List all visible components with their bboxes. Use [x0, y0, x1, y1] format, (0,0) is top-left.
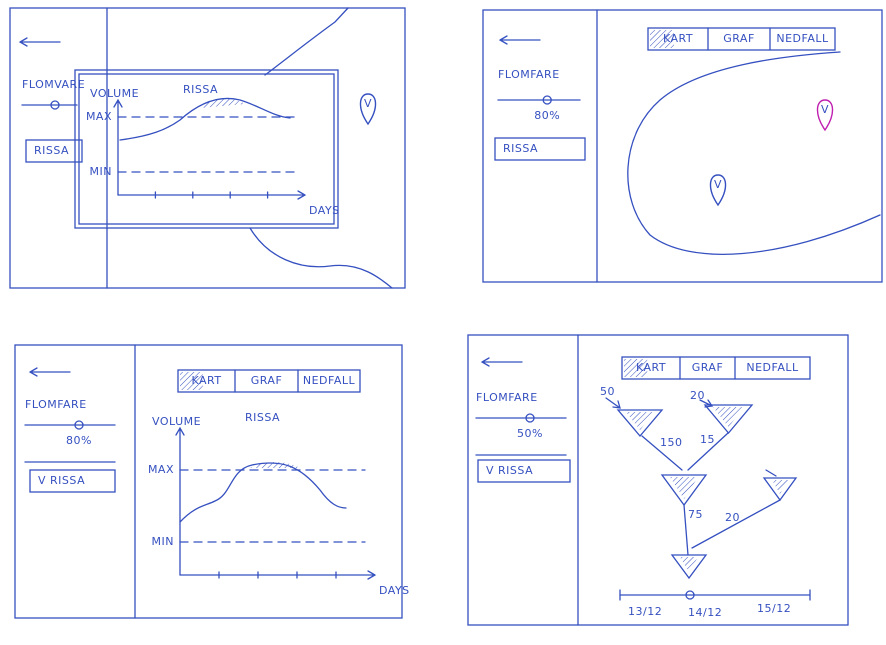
station-label: RISSA — [34, 144, 69, 157]
timeline — [619, 589, 811, 601]
y-axis-label: VOLUME — [90, 87, 139, 100]
tab-bar — [177, 369, 361, 393]
tab-label: NEDFALL — [303, 374, 356, 387]
x-axis-label: DAYS — [309, 204, 340, 217]
reservoir-fill — [772, 480, 788, 494]
x-axis — [179, 570, 377, 580]
slider-value: 50% — [517, 427, 543, 440]
date-label: 15/12 — [757, 602, 791, 615]
inflow-arrow — [765, 469, 777, 477]
reservoir-fill — [626, 412, 654, 430]
reservoir-fill — [713, 407, 744, 427]
volume-curve — [179, 462, 347, 523]
max-label: MAX — [148, 463, 174, 476]
station-button — [25, 139, 83, 163]
app-title: FLOMVARE — [22, 78, 85, 91]
reservoir-fill — [680, 557, 698, 572]
graph-popup — [74, 69, 339, 229]
tab-label: KART — [191, 374, 221, 387]
river — [641, 432, 781, 556]
timeline-thumb — [685, 590, 695, 600]
back-arrow — [18, 37, 61, 47]
peak-hatch — [250, 462, 300, 468]
map-pin — [816, 99, 834, 132]
tab-label: KART — [663, 32, 693, 45]
graph-title: RISSA — [183, 83, 218, 96]
tab-label: GRAF — [251, 374, 283, 387]
pin-label: V — [364, 97, 372, 110]
reservoir — [670, 554, 708, 580]
flow-label: 20 — [725, 511, 740, 524]
station-button — [29, 469, 116, 493]
slider-thumb — [525, 413, 535, 423]
flow-label: 75 — [688, 508, 703, 521]
back-arrow — [28, 367, 71, 377]
panel-frame — [14, 344, 403, 619]
slider-thumb — [542, 95, 552, 105]
reservoir — [660, 474, 708, 507]
inflow-label: 20 — [690, 389, 705, 402]
back-arrow — [498, 35, 541, 45]
min-label: MIN — [152, 535, 174, 548]
tab-label: GRAF — [723, 32, 755, 45]
flow-label: 150 — [660, 436, 683, 449]
tab-bar — [621, 356, 811, 380]
slider-thumb — [50, 100, 60, 110]
inflow-arrow — [605, 397, 621, 409]
graph-title: RISSA — [245, 411, 280, 424]
max-label: MAX — [86, 110, 112, 123]
min-label: MIN — [90, 165, 112, 178]
tab-label: GRAF — [692, 361, 724, 374]
panel-frame — [467, 334, 849, 626]
reservoir — [616, 409, 664, 438]
back-arrow — [480, 357, 523, 367]
coastline — [627, 51, 881, 255]
flow-label: 15 — [700, 433, 715, 446]
station-label: RISSA — [503, 142, 538, 155]
y-axis — [113, 98, 123, 196]
station-label: V RISSA — [38, 474, 85, 487]
tab-bar — [647, 27, 836, 51]
map-pin — [709, 174, 727, 207]
app-title: FLOMFARE — [25, 398, 87, 411]
station-button — [477, 459, 571, 483]
app-title: FLOMFARE — [476, 391, 538, 404]
active-tab-hatch — [180, 372, 203, 390]
active-tab-hatch — [650, 30, 674, 48]
pin-label: V — [714, 178, 722, 191]
coastline — [264, 7, 349, 76]
map-pin — [359, 93, 377, 126]
active-tab-hatch — [624, 359, 648, 377]
x-axis — [117, 190, 307, 200]
tab-label: KART — [636, 361, 666, 374]
y-axis-label: VOLUME — [152, 415, 201, 428]
date-label: 14/12 — [688, 606, 722, 619]
inflow-label: 50 — [600, 385, 615, 398]
tab-label: NEDFALL — [746, 361, 799, 374]
graph-popup-inner — [78, 73, 335, 225]
reservoir — [762, 477, 798, 502]
volume-curve — [119, 97, 291, 141]
tab-label: NEDFALL — [776, 32, 829, 45]
reservoir — [703, 404, 754, 435]
station-label: V RISSA — [486, 464, 533, 477]
slider-value: 80% — [534, 109, 560, 122]
x-axis-label: DAYS — [379, 584, 410, 597]
reservoir-fill — [670, 477, 698, 499]
coastline — [249, 227, 393, 289]
peak-hatch — [200, 98, 245, 108]
inflow-arrow — [699, 399, 714, 408]
station-button — [494, 137, 586, 161]
panel-frame — [9, 7, 406, 289]
panel-frame — [482, 9, 883, 283]
pin-label: V — [821, 103, 829, 116]
slider-value: 80% — [66, 434, 92, 447]
app-title: FLOMFARE — [498, 68, 560, 81]
date-label: 13/12 — [628, 605, 662, 618]
slider-thumb — [74, 420, 84, 430]
y-axis — [175, 426, 185, 576]
